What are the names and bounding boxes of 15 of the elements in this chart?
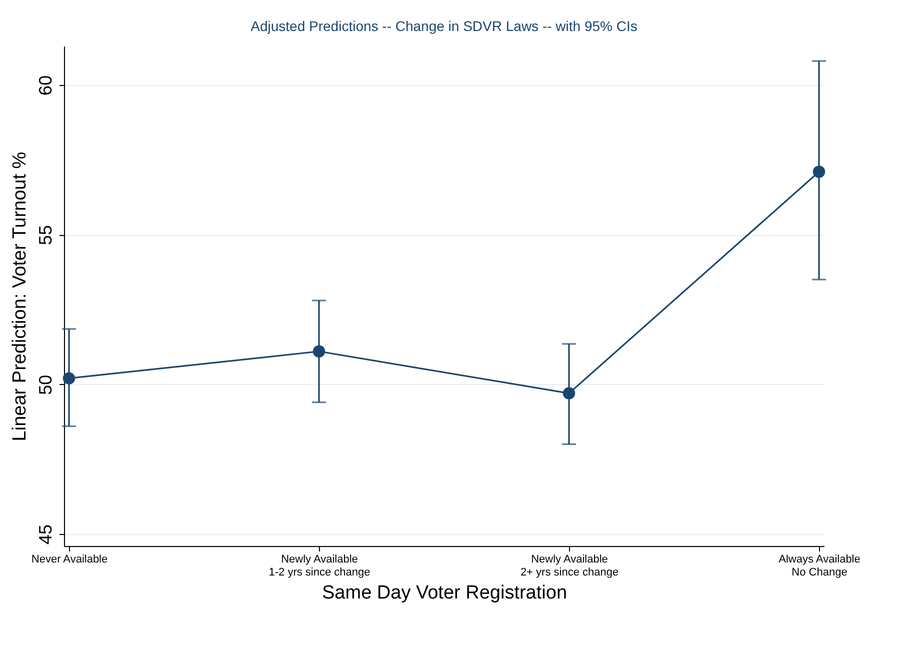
y-tick-label: 50 bbox=[36, 374, 56, 395]
x-tick-label: Newly Available 1-2 yrs since change bbox=[268, 554, 370, 578]
x-axis-title: Same Day Voter Registration bbox=[322, 582, 568, 604]
x-tick-label: Newly Available 2+ yrs since change bbox=[520, 554, 619, 578]
point bbox=[62, 372, 76, 384]
x-tick-label: Always Available No Change bbox=[778, 554, 860, 578]
y-tick-label: 60 bbox=[36, 75, 56, 96]
y-tick-label: 55 bbox=[36, 225, 56, 246]
x-tick-label: Never Available bbox=[31, 554, 108, 566]
y-axis-title: Linear Prediction: Voter Turnout % bbox=[10, 152, 30, 442]
point bbox=[312, 345, 326, 358]
point bbox=[812, 166, 826, 178]
chart-title: Adjusted Predictions -- Change in SDVR Laws -- with 95% CIs bbox=[250, 18, 638, 34]
point bbox=[562, 387, 576, 400]
y-tick-label: 45 bbox=[36, 524, 56, 545]
